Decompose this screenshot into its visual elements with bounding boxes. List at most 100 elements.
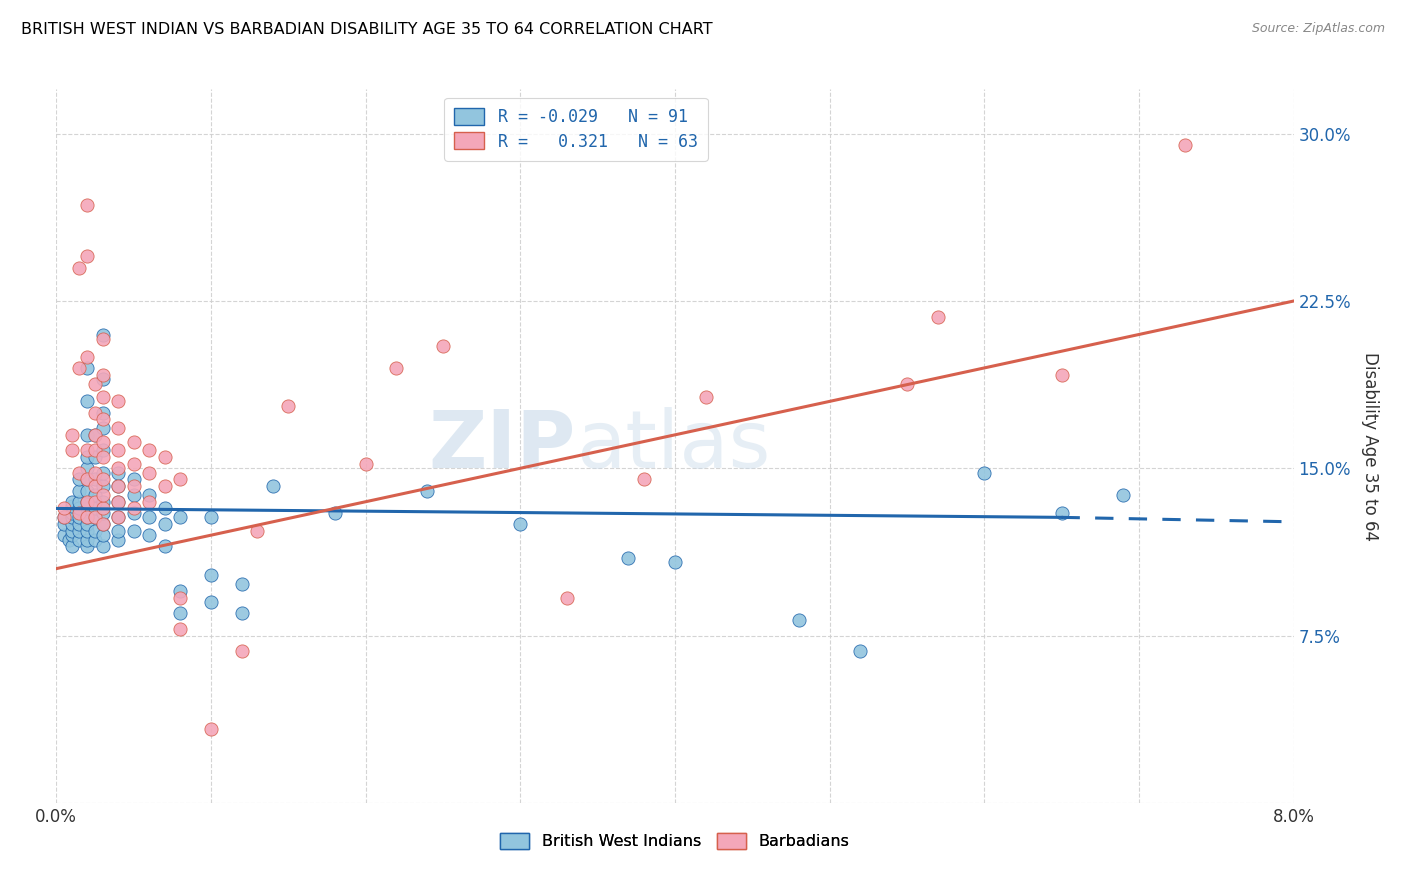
Point — [91, 501, 114, 516]
Point — [69, 473, 90, 487]
Point — [1174, 137, 1197, 152]
Point — [200, 510, 222, 524]
Point — [91, 327, 114, 342]
Point — [107, 466, 129, 480]
Text: ZIP: ZIP — [429, 407, 576, 485]
Point — [76, 516, 98, 531]
Point — [91, 434, 114, 449]
Point — [69, 533, 90, 547]
Point — [138, 443, 160, 458]
Point — [60, 443, 83, 458]
Point — [555, 591, 578, 605]
Point — [169, 622, 191, 636]
Point — [122, 434, 145, 449]
Point — [231, 607, 253, 621]
Point — [169, 591, 191, 605]
Text: Source: ZipAtlas.com: Source: ZipAtlas.com — [1251, 22, 1385, 36]
Point — [385, 360, 408, 375]
Point — [84, 488, 107, 502]
Point — [69, 260, 90, 275]
Point — [53, 510, 76, 524]
Point — [60, 494, 83, 508]
Point — [91, 466, 114, 480]
Point — [107, 479, 129, 493]
Point — [107, 510, 129, 524]
Point — [69, 510, 90, 524]
Point — [153, 539, 176, 553]
Point — [91, 405, 114, 419]
Point — [76, 483, 98, 498]
Point — [633, 473, 655, 487]
Point — [138, 466, 160, 480]
Point — [84, 466, 107, 480]
Point — [169, 510, 191, 524]
Point — [153, 479, 176, 493]
Point — [76, 539, 98, 553]
Point — [91, 539, 114, 553]
Point — [200, 723, 222, 737]
Point — [69, 494, 90, 508]
Point — [153, 450, 176, 464]
Point — [60, 510, 83, 524]
Point — [91, 390, 114, 404]
Point — [76, 510, 98, 524]
Point — [76, 494, 98, 508]
Point — [76, 427, 98, 442]
Point — [107, 524, 129, 538]
Point — [122, 479, 145, 493]
Point — [69, 524, 90, 538]
Point — [200, 595, 222, 609]
Point — [231, 644, 253, 658]
Point — [84, 443, 107, 458]
Point — [122, 501, 145, 516]
Point — [76, 394, 98, 409]
Point — [122, 524, 145, 538]
Point — [323, 506, 346, 520]
Point — [84, 494, 107, 508]
Point — [849, 644, 872, 658]
Point — [60, 427, 83, 442]
Text: BRITISH WEST INDIAN VS BARBADIAN DISABILITY AGE 35 TO 64 CORRELATION CHART: BRITISH WEST INDIAN VS BARBADIAN DISABIL… — [21, 22, 713, 37]
Point — [262, 479, 284, 493]
Point — [69, 360, 90, 375]
Point — [60, 524, 83, 538]
Point — [509, 516, 531, 531]
Point — [76, 501, 98, 516]
Point — [84, 427, 107, 442]
Point — [169, 583, 191, 598]
Point — [76, 360, 98, 375]
Point — [91, 443, 114, 458]
Point — [231, 577, 253, 591]
Point — [664, 555, 686, 569]
Point — [84, 376, 107, 391]
Point — [69, 501, 90, 516]
Point — [84, 473, 107, 487]
Point — [107, 394, 129, 409]
Point — [76, 198, 98, 212]
Point — [60, 499, 83, 513]
Point — [200, 568, 222, 582]
Point — [107, 494, 129, 508]
Point — [91, 516, 114, 531]
Point — [973, 466, 995, 480]
Point — [122, 457, 145, 471]
Legend: British West Indians, Barbadians: British West Indians, Barbadians — [494, 826, 856, 855]
Point — [53, 501, 76, 516]
Point — [91, 506, 114, 520]
Point — [91, 473, 114, 487]
Point — [76, 494, 98, 508]
Point — [787, 613, 810, 627]
Point — [416, 483, 439, 498]
Point — [107, 494, 129, 508]
Point — [122, 473, 145, 487]
Point — [107, 479, 129, 493]
Point — [107, 443, 129, 458]
Point — [169, 473, 191, 487]
Point — [896, 376, 918, 391]
Text: atlas: atlas — [576, 407, 770, 485]
Point — [84, 533, 107, 547]
Point — [60, 506, 83, 520]
Point — [354, 457, 377, 471]
Point — [138, 488, 160, 502]
Point — [432, 338, 454, 352]
